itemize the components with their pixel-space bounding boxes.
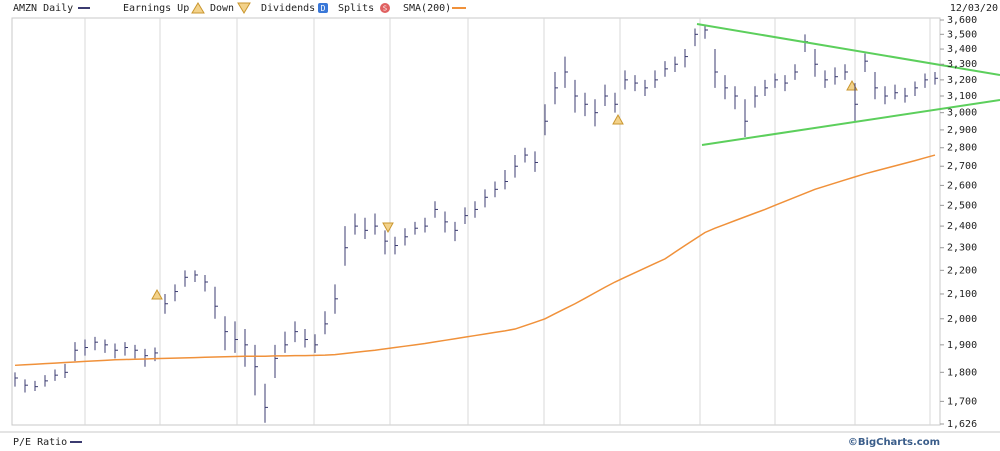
split-icon-letter: S [383, 5, 387, 13]
earnings-marker [382, 222, 394, 234]
earnings-marker [612, 113, 624, 125]
plot-frame [11, 17, 941, 426]
y-tick-label: 2,300 [947, 243, 977, 254]
y-tick-label: 2,600 [947, 180, 977, 191]
y-tick-label: 1,900 [947, 340, 977, 351]
dividend-icon-letter: D [321, 4, 326, 13]
y-tick-label: 2,200 [947, 265, 977, 276]
y-tick-label: 2,000 [947, 314, 977, 325]
y-tick-label: 2,700 [947, 161, 977, 172]
legend-label: SMA(200) [403, 3, 451, 14]
trend-line [701, 99, 1000, 146]
earnings-up-icon [191, 2, 205, 14]
sma-line [14, 154, 936, 367]
y-tick-label: 1,800 [947, 367, 977, 378]
y-tick-label: 3,100 [947, 91, 977, 102]
footer-label: P/E Ratio [13, 437, 67, 448]
legend-title: AMZN Daily [13, 3, 73, 14]
y-tick-label: 2,900 [947, 125, 977, 136]
y-tick-label: 2,800 [947, 143, 977, 154]
y-tick-label: 3,600 [947, 15, 977, 26]
y-tick-label: 2,100 [947, 289, 977, 300]
y-tick-label: 2,500 [947, 200, 977, 211]
y-tick-label: 3,500 [947, 29, 977, 40]
dividend-icon [318, 3, 328, 13]
legend-label: Earnings Up [123, 3, 189, 14]
legend-label: Dividends [261, 3, 315, 14]
earnings-marker [151, 288, 163, 300]
y-tick-label: 3,000 [947, 108, 977, 119]
y-tick-label: 3,400 [947, 44, 977, 55]
y-tick-label: 1,700 [947, 396, 977, 407]
earnings-down-icon [237, 2, 251, 14]
y-tick-label: 2,400 [947, 221, 977, 232]
brand: ©BigCharts.com [848, 437, 940, 448]
trend-line [696, 23, 1000, 76]
y-tick-label: 3,300 [947, 59, 977, 70]
y-tick-label: 3,200 [947, 75, 977, 86]
split-icon [380, 3, 390, 13]
y-tick-label: 1,626 [947, 419, 977, 430]
legend-label: Splits [338, 3, 374, 14]
legend-label: Down [210, 3, 234, 14]
date-label: 12/03/20 [950, 3, 998, 14]
